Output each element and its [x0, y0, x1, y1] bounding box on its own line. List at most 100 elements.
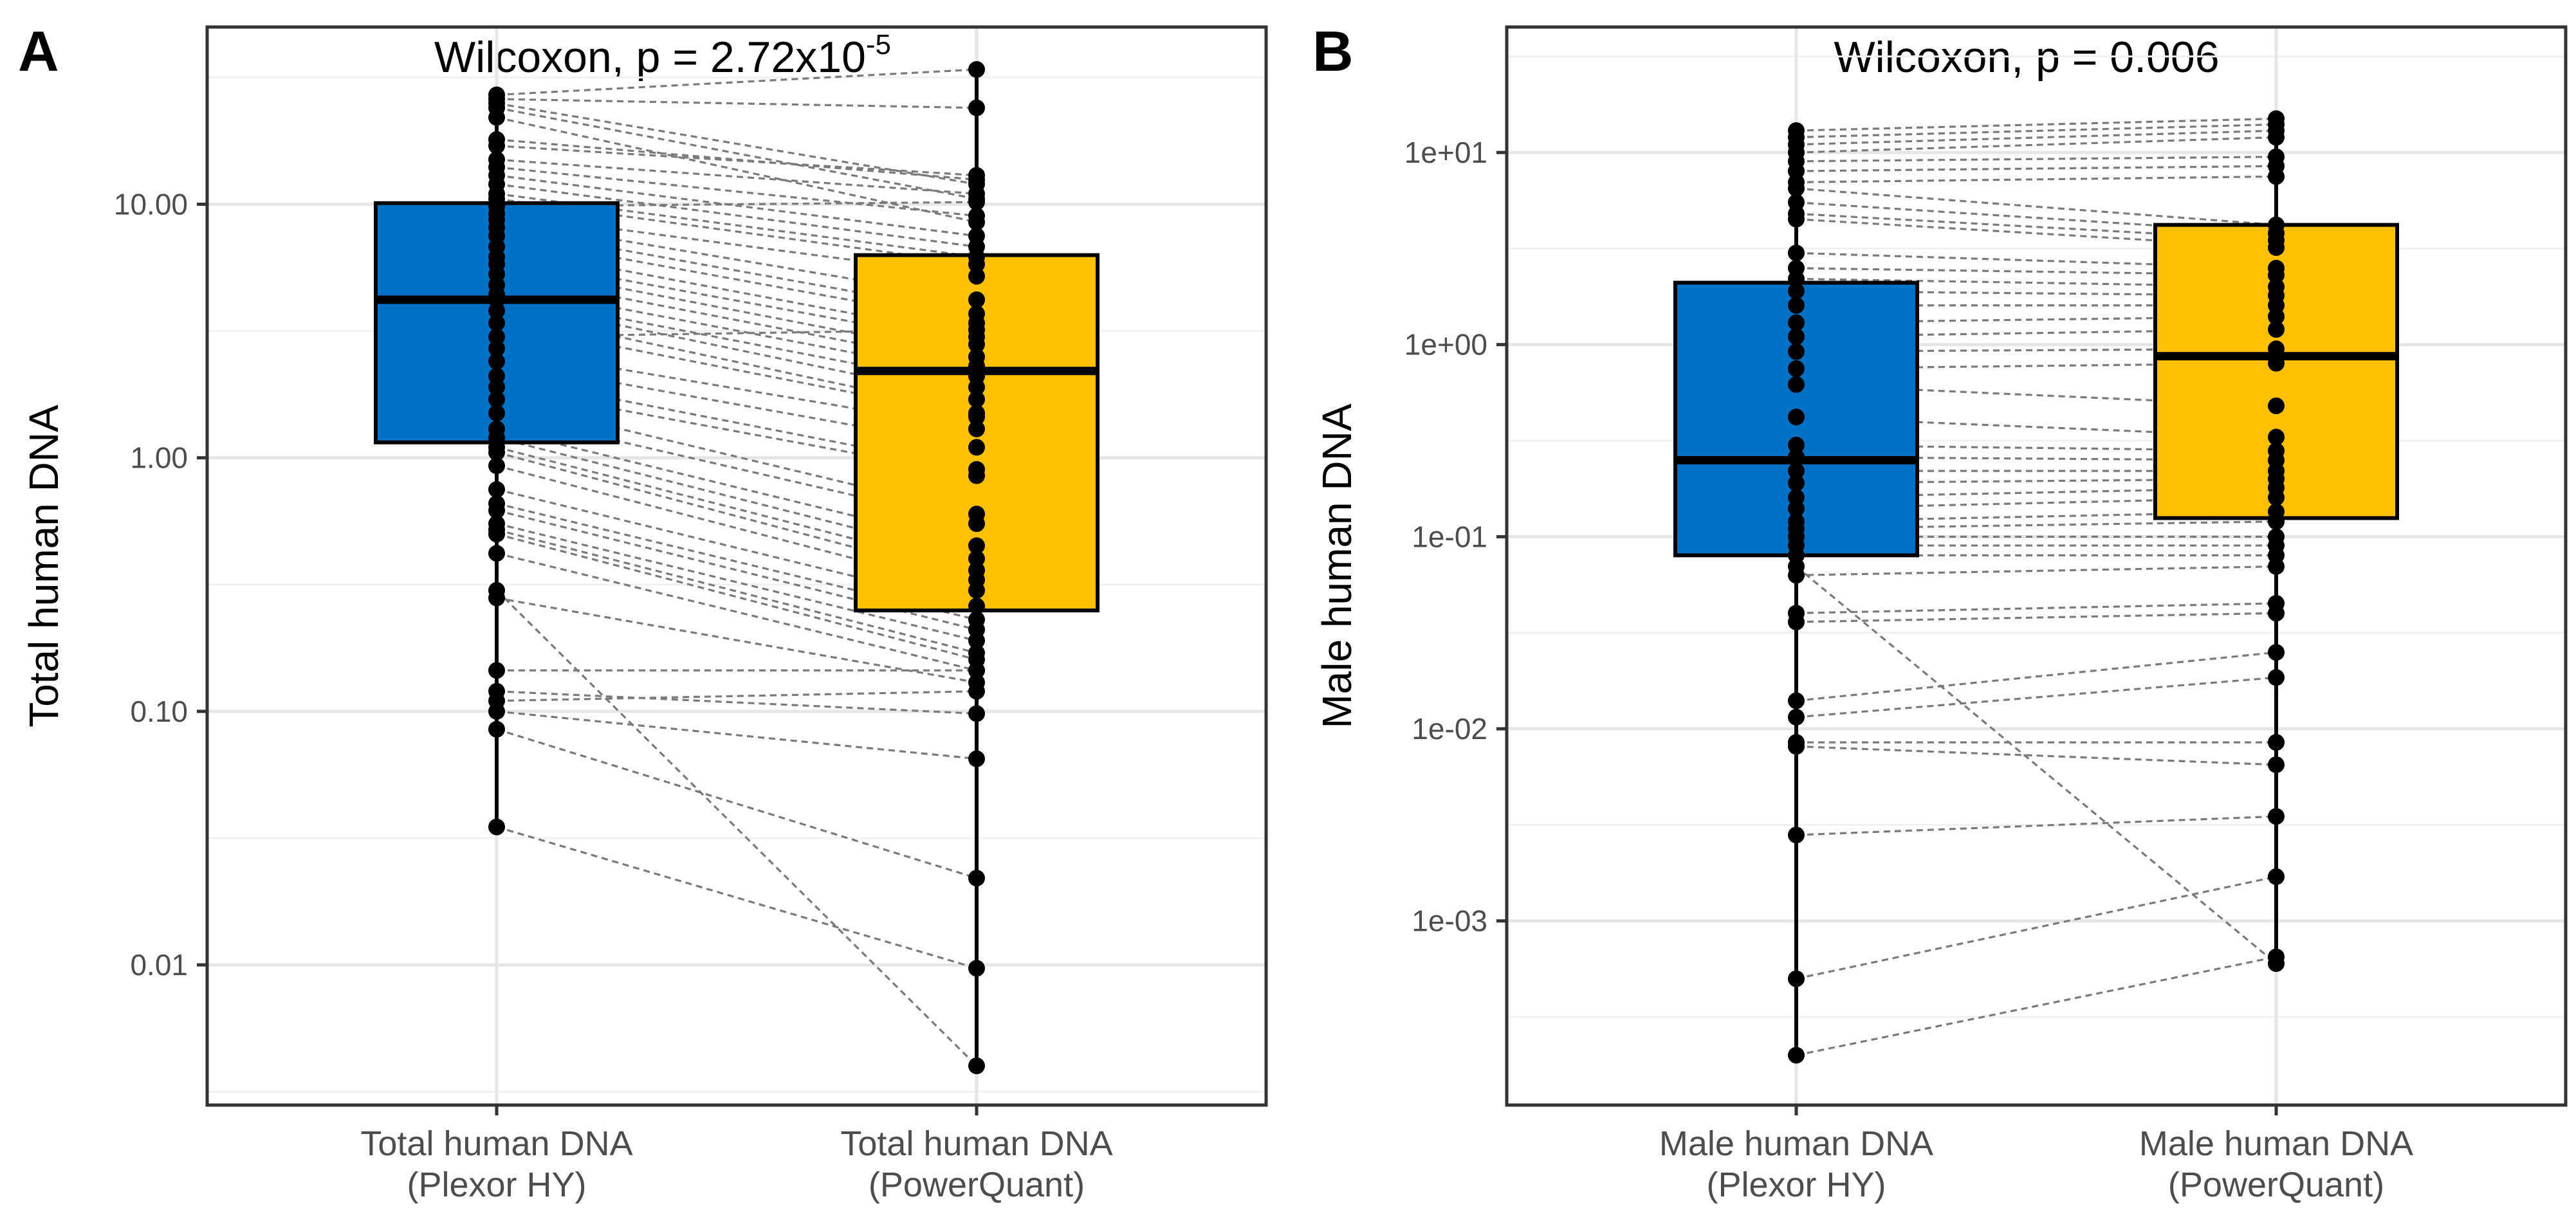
panel-b-point [1788, 970, 1805, 987]
panel-b-pair-line [1796, 676, 2277, 718]
panel-b-pair-line [1796, 815, 2277, 836]
panel-a-point [488, 526, 505, 543]
panel-a-pair-line [496, 826, 977, 969]
panel-a-point [968, 870, 985, 887]
panel-a-pair-line [496, 552, 977, 672]
panel-a-point [488, 444, 505, 461]
panel-b-point [2268, 948, 2285, 965]
panel-a-point [968, 336, 985, 353]
panel-a-point [968, 662, 985, 679]
panel-a-pair-line [496, 116, 977, 223]
panel-a-point [968, 632, 985, 650]
panel-b-pair-line [1796, 612, 2277, 623]
panel-letter-b: B [1312, 19, 1354, 83]
panel-a-point [488, 480, 505, 498]
panel-a-point [968, 99, 985, 116]
panel-a-pair-line [496, 728, 977, 879]
panel-a-point [488, 720, 505, 738]
panel-b: B Wilcoxon, p = 0.006 1e-031e-021e-011e+… [1312, 19, 2568, 1204]
panel-b-frame [1505, 25, 2568, 1107]
panel-a-point [488, 109, 505, 126]
panel-b-x-label-line1: Male human DNA [1659, 1124, 1933, 1163]
panel-b-point [1788, 827, 1805, 844]
panel-a-point [488, 378, 505, 396]
panel-a-points [376, 61, 1098, 1074]
panel-a-y-tick-label: 0.10 [130, 695, 188, 728]
panel-a-point [968, 960, 985, 977]
panel-b-pair-line [1795, 565, 2277, 965]
panel-a-point [968, 581, 985, 599]
panel-b-point [2268, 868, 2285, 885]
panel-b-point [2268, 129, 2285, 146]
panel-a-point [968, 255, 985, 273]
panel-b-point [1788, 270, 1805, 288]
panel-a-pair-line [496, 158, 977, 195]
panel-a-pair-line [496, 690, 977, 702]
panel-b-point [2268, 756, 2285, 773]
panel-b-point [1788, 360, 1805, 378]
panel-b-pair-line [1796, 129, 2277, 146]
panel-a-pair-line [495, 589, 978, 1067]
panel-b-pair-line [1796, 136, 2277, 154]
panel-b-pair-line [1796, 201, 2277, 235]
panel-b-point [1788, 708, 1805, 726]
panel-b-pair-line [1796, 117, 2277, 132]
panel-a-point [488, 390, 505, 408]
panel-a-point [488, 137, 505, 154]
panel-b-x-label-line1: Male human DNA [2139, 1124, 2413, 1163]
panel-a-point [968, 537, 985, 554]
panel-b-point [1788, 210, 1805, 228]
panel-a-point [488, 702, 505, 720]
panel-b-point [1788, 282, 1805, 300]
panel-a-pair-line [496, 446, 977, 572]
panel-b-point [1788, 500, 1805, 517]
panel-b-point [1788, 462, 1805, 480]
panel-a-pair-line [496, 529, 977, 654]
panel-b-x-ticks: Male human DNA(Plexor HY)Male human DNA(… [1659, 1105, 2413, 1204]
panel-a-pair-line [496, 428, 977, 547]
panel-b-x-label-line2: (Plexor HY) [1706, 1166, 1886, 1204]
panel-a-point [968, 750, 985, 767]
panel-a-point [968, 321, 985, 338]
panel-b-pair-line [1796, 565, 2277, 576]
panel-a-x-label-line2: (PowerQuant) [869, 1166, 1085, 1204]
panel-b-point [1788, 179, 1805, 197]
panel-a-point [968, 408, 985, 426]
panel-a-point [968, 439, 985, 456]
panel-b-pair-line [1796, 956, 2277, 1057]
panel-a-point [488, 302, 505, 320]
panel-b-point [1788, 297, 1805, 314]
panel-b-x-label-line2: (PowerQuant) [2168, 1166, 2384, 1204]
panel-a-point [968, 705, 985, 722]
panel-b-pair-line [1796, 187, 2277, 226]
panel-a-point [968, 291, 985, 309]
panel-b-point [2268, 734, 2285, 751]
panel-a-x-ticks: Total human DNA(Plexor HY)Total human DN… [360, 1105, 1113, 1204]
panel-a-point [968, 515, 985, 533]
panel-a-point [968, 378, 985, 396]
panel-a-pair-line [496, 597, 977, 684]
panel-a-point [488, 457, 505, 475]
panel-a-pair-line [496, 451, 977, 581]
panel-a-y-ticks: 0.01 0.10 1.00 10.00 [114, 188, 207, 982]
panel-b-y-tick-label: 1e+01 [1404, 136, 1487, 169]
panel-a-point [488, 581, 505, 599]
panel-a-pair-line [496, 509, 977, 631]
panel-a-point [488, 328, 505, 345]
panel-b-point [1788, 1047, 1805, 1064]
panel-a-title: Wilcoxon, p = 2.72x10-5 [434, 29, 891, 82]
panel-a-pair-line [496, 107, 977, 200]
panel-b-y-tick-label: 1e-03 [1412, 904, 1487, 938]
panel-a-point [488, 340, 505, 357]
panel-b-y-tick-label: 1e+00 [1404, 328, 1487, 361]
panel-b-point [2268, 168, 2285, 185]
panel-b-point [1788, 328, 1805, 345]
panel-b-point [1788, 692, 1805, 709]
panel-b-point [1788, 408, 1805, 426]
panel-b-pair-line [1796, 165, 2277, 172]
panel-a-point [488, 315, 505, 332]
panel-a-pair-line [496, 183, 977, 248]
panel-a-pair-line [496, 145, 977, 177]
panel-b-y-axis-label: Male human DNA [1314, 403, 1360, 728]
